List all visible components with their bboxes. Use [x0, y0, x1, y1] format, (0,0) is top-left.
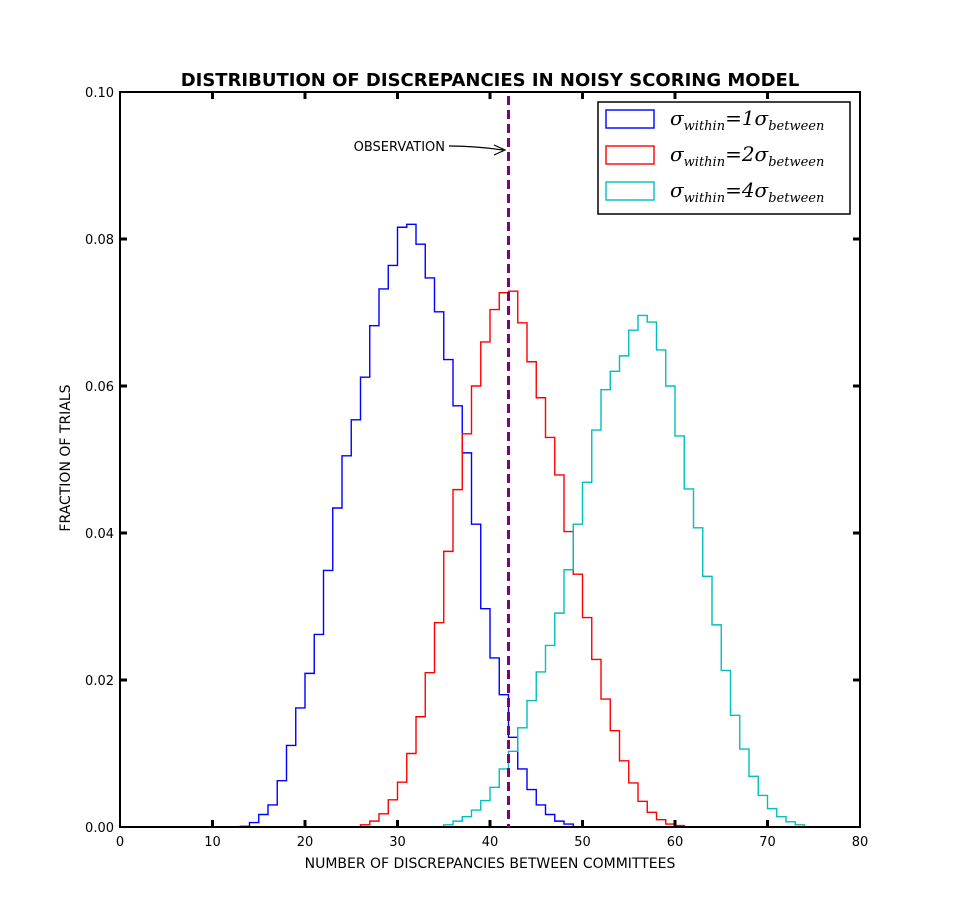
x-tick-label: 60 [667, 835, 684, 850]
observation-layer: OBSERVATION [354, 96, 510, 827]
legend-label-part: =1σ [725, 106, 769, 130]
y-tick-label: 0.02 [85, 674, 114, 689]
chart-title: DISTRIBUTION OF DISCREPANCIES IN NOISY S… [181, 70, 800, 91]
legend-label-part: between [768, 191, 824, 206]
x-tick-label: 0 [116, 835, 124, 850]
legend-swatch-2 [605, 145, 655, 165]
x-axis-label: NUMBER OF DISCREPANCIES BETWEEN COMMITTE… [305, 856, 676, 872]
legend-swatch-3 [605, 181, 655, 201]
y-tick-label: 0.04 [85, 527, 114, 542]
x-tick-label: 50 [574, 835, 591, 850]
legend-label-part: between [768, 119, 824, 134]
legend-label-part: within [684, 119, 725, 134]
legend-box [597, 101, 851, 215]
series-line-3 [443, 314, 806, 827]
x-tick-label: 20 [297, 835, 314, 850]
legend-label-part: =2σ [725, 142, 769, 166]
x-tick-label: 80 [852, 835, 869, 850]
observation-label: OBSERVATION [354, 140, 445, 155]
observation-arrow-head [493, 144, 507, 156]
legend-label-part: between [768, 155, 824, 170]
legend-label-part: =4σ [725, 178, 769, 202]
legend-label-part: within [684, 191, 725, 206]
series-line-1 [239, 223, 574, 827]
observation-arrow [448, 145, 504, 151]
legend-label-part: σ [670, 178, 685, 202]
x-tick-label: 40 [482, 835, 499, 850]
legend-label-3: σwithin=4σbetween [670, 178, 824, 206]
y-tick-label: 0.00 [85, 821, 114, 836]
legend-label-part: within [684, 155, 725, 170]
legend: σwithin=1σbetweenσwithin=2σbetweenσwithi… [597, 101, 851, 215]
y-axis-label: FRACTION OF TRIALS [58, 384, 74, 531]
x-tick-label: 70 [759, 835, 776, 850]
x-tick-label: 30 [389, 835, 406, 850]
legend-swatch-1 [605, 109, 655, 129]
y-tick-label: 0.06 [85, 380, 114, 395]
y-tick-label: 0.08 [85, 233, 114, 248]
series-layer [239, 223, 806, 827]
legend-label-part: σ [670, 106, 685, 130]
legend-label-1: σwithin=1σbetween [670, 106, 824, 134]
ticks-layer: 0 10 20 30 40 50 60 70 80 0.00 0.02 0.04 0.06 0.08 0.1… [85, 86, 868, 850]
legend-label-part: σ [670, 142, 685, 166]
y-tick-label: 0.10 [85, 86, 114, 101]
x-tick-label: 10 [204, 835, 221, 850]
series-line-2 [359, 290, 685, 827]
legend-label-2: σwithin=2σbetween [670, 142, 824, 170]
